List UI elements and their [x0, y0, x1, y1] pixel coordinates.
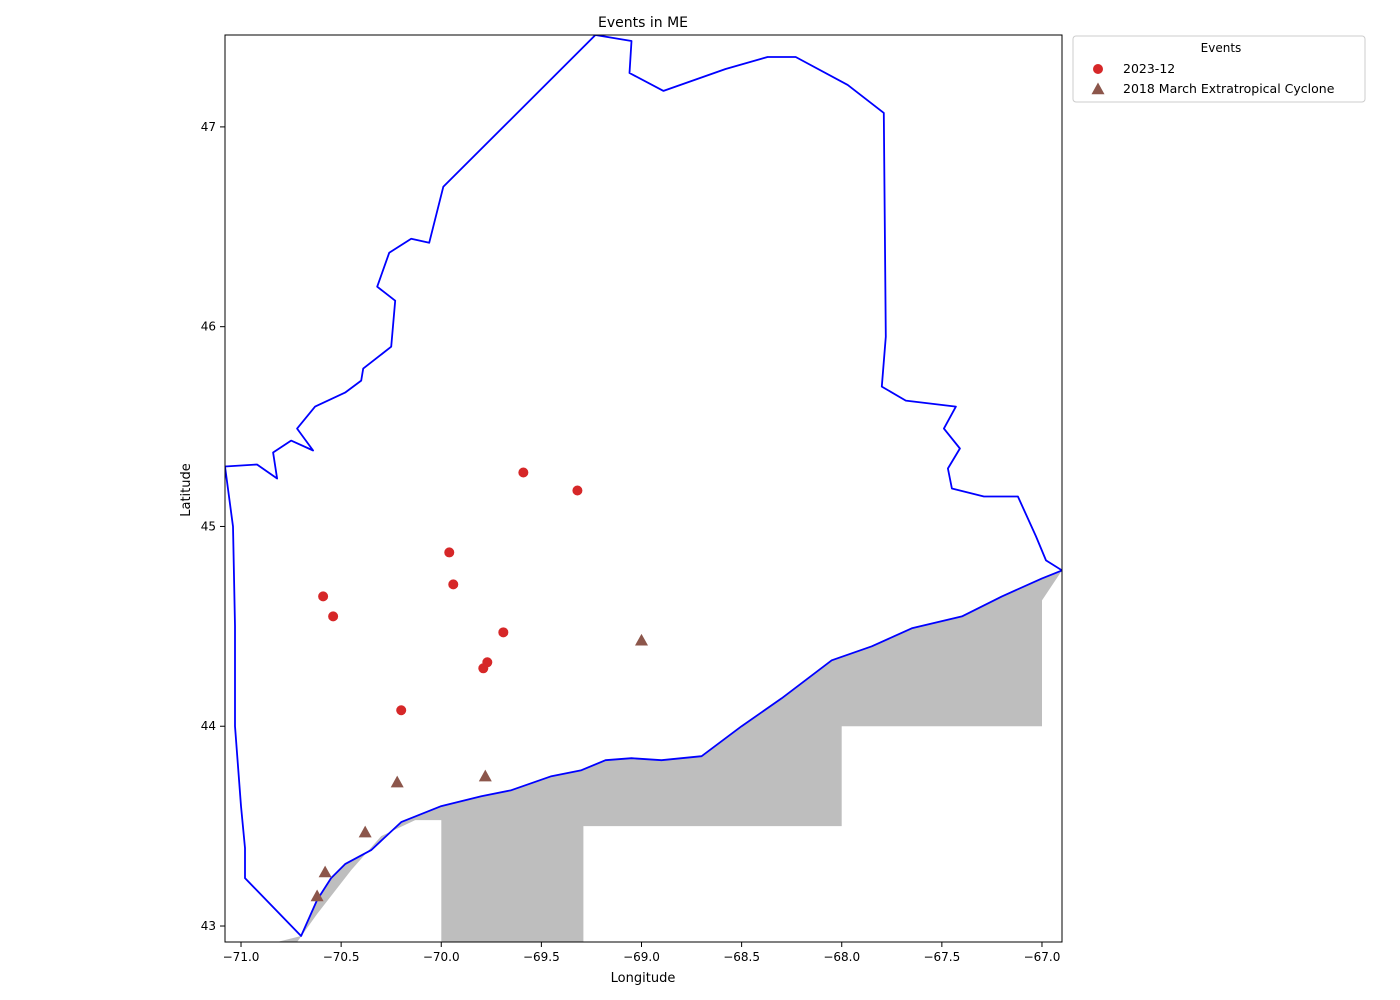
x-tick-label: −70.5 [323, 950, 360, 964]
event-point-2023-12 [478, 663, 489, 674]
plot-area: −71.0 −70.5 −70.0 −69.5 −69.0 −68.5 −68.0 −67.5… [201, 34, 1063, 964]
y-tick-label: 45 [201, 519, 216, 533]
y-tick-label: 43 [201, 919, 216, 933]
x-tick-label: −67.5 [923, 950, 960, 964]
legend-box [1072, 35, 1366, 103]
event-point-2023-12 [572, 485, 583, 496]
x-tick-label: −67.0 [1024, 950, 1061, 964]
x-tick-label: −69.5 [523, 950, 560, 964]
event-point-2023-12 [328, 611, 339, 622]
chart-title: Events in ME [598, 15, 688, 31]
event-point-2023-12 [448, 579, 459, 590]
legend-label: 2023-12 [1123, 61, 1175, 76]
event-point-2023-12 [498, 627, 509, 638]
legend-title: Events [1201, 41, 1242, 55]
y-axis-label: Latitude [179, 463, 194, 517]
series-2 [310, 633, 648, 902]
legend: Events 2023-12 2018 March Extratropical Cy… [1072, 35, 1366, 103]
event-point-2018-march [634, 633, 648, 646]
event-point-2018-march [318, 865, 332, 878]
event-point-2023-12 [444, 547, 455, 558]
y-tick-label: 47 [201, 120, 216, 134]
x-tick-label: −68.0 [823, 950, 860, 964]
x-tick-label: −70.0 [423, 950, 460, 964]
x-tick-label: −68.5 [723, 950, 760, 964]
legend-marker [1091, 82, 1105, 95]
event-point-2023-12 [396, 705, 407, 716]
series-1 [318, 467, 583, 716]
event-point-2023-12 [318, 591, 329, 602]
axes-frame [224, 34, 1063, 943]
y-tick-label: 44 [201, 719, 216, 733]
x-tick-label: −71.0 [223, 950, 260, 964]
x-tick-label: −69.0 [623, 950, 660, 964]
event-point-2018-march [358, 825, 372, 838]
legend-label: 2018 March Extratropical Cyclone [1123, 81, 1335, 96]
ocean-water [277, 570, 1062, 942]
map-layer [225, 35, 1062, 942]
event-point-2018-march [390, 775, 404, 788]
event-point-2023-12 [518, 467, 529, 478]
state-boundary [225, 35, 1062, 937]
event-point-2018-march [310, 889, 324, 902]
y-tick-label: 46 [201, 320, 216, 334]
legend-marker [1093, 64, 1103, 74]
x-axis-label: Longitude [611, 971, 676, 986]
event-point-2018-march [478, 769, 492, 782]
